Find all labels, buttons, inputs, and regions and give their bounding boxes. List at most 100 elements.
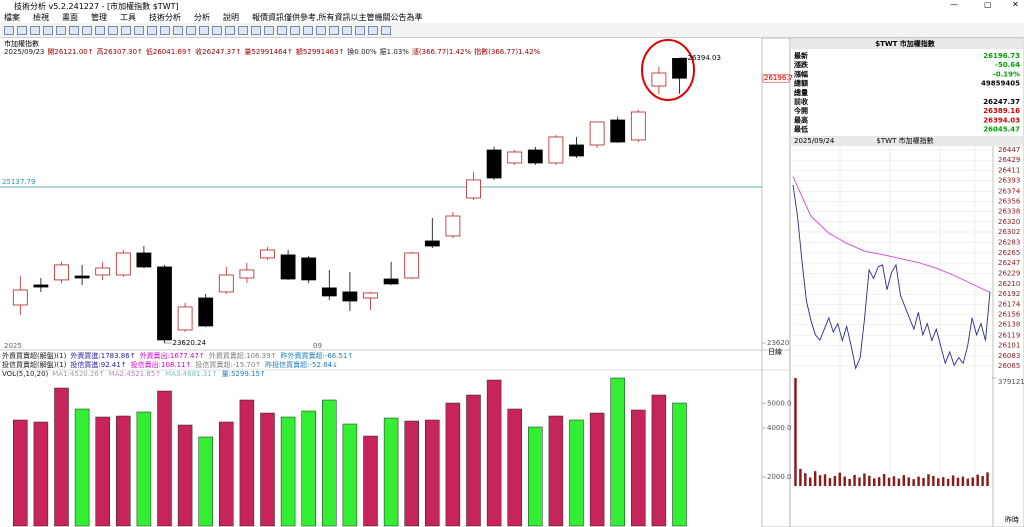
tool-button[interactable] — [160, 25, 170, 35]
volume-bar — [843, 476, 846, 486]
volume-bar — [794, 378, 797, 486]
menu-item[interactable]: 檔案 — [4, 13, 20, 22]
volume-bar — [569, 419, 584, 527]
indicator-line: VOL(5,10,20) MA1:4520.26↑ MA2:4521.85↑ MA3:… — [2, 370, 266, 378]
y-tick-label: 26174 — [998, 300, 1021, 308]
intraday-line — [792, 185, 991, 370]
quote-value: 26196.73 — [983, 52, 1020, 60]
y-tick-label: 26411 — [998, 166, 1020, 174]
volume-bar — [589, 412, 605, 527]
tool-button[interactable] — [43, 25, 53, 35]
tool-button[interactable] — [121, 25, 131, 35]
tool-button[interactable] — [264, 25, 274, 35]
volume-bar — [219, 421, 234, 527]
volume-bar — [425, 419, 440, 527]
volume-bar — [882, 474, 886, 486]
tool-button[interactable] — [342, 25, 352, 35]
tool-button[interactable] — [17, 25, 27, 35]
menu-item[interactable]: 技術分析 — [149, 13, 181, 22]
volume-bar — [260, 412, 275, 527]
candle-body — [445, 215, 461, 237]
candle-body — [404, 252, 420, 279]
menu-item[interactable]: 分析 — [194, 13, 210, 22]
tool-button[interactable] — [82, 25, 92, 35]
candle-body — [342, 291, 358, 302]
volume-bar — [342, 423, 358, 527]
chart-name: 市加權指數 — [4, 39, 39, 48]
quote-value: 26394.03 — [983, 116, 1020, 124]
tool-button[interactable] — [56, 25, 66, 35]
quote-value: 49859405 — [981, 80, 1020, 88]
volume-bar — [116, 415, 131, 527]
volume-bar — [95, 416, 110, 527]
y-tick-label: 26429 — [998, 156, 1020, 164]
candle-body — [610, 119, 626, 143]
tool-button[interactable] — [355, 25, 365, 35]
tool-button[interactable] — [329, 25, 339, 35]
candle-body — [527, 149, 543, 164]
tool-button[interactable] — [199, 25, 209, 35]
quote-value: 26389.16 — [983, 107, 1020, 115]
volume-bar — [13, 419, 28, 527]
volume-bar — [631, 409, 646, 527]
quote-label: 前收 — [794, 97, 809, 106]
info-item: 量52991464↑ — [244, 48, 293, 56]
tool-button[interactable] — [108, 25, 118, 35]
high-label: 26394.03 — [688, 54, 721, 62]
y-tick-label: 26447 — [998, 146, 1020, 154]
tool-button[interactable] — [251, 25, 261, 35]
tool-button[interactable] — [212, 25, 222, 35]
tool-button[interactable] — [277, 25, 287, 35]
tool-button[interactable] — [69, 25, 79, 35]
info-item: 高26307.30↑ — [97, 47, 143, 56]
candle-body — [136, 252, 152, 268]
menu-item[interactable]: 管理 — [91, 13, 107, 22]
menu-item[interactable]: 工具 — [120, 13, 136, 22]
low-label: 23620.24 — [173, 339, 207, 347]
volume-bar — [922, 478, 925, 486]
info-item: 指數(366.77)1.42% — [474, 47, 541, 56]
tool-button[interactable] — [381, 25, 391, 35]
maximize-button[interactable]: ▢ — [984, 0, 992, 9]
tool-button[interactable] — [186, 25, 196, 35]
volume-bar — [838, 472, 842, 486]
tool-button[interactable] — [134, 25, 144, 35]
tool-button[interactable] — [173, 25, 183, 35]
volume-bar — [177, 424, 193, 527]
volume-bar — [917, 476, 920, 486]
tool-button[interactable] — [225, 25, 235, 35]
quote-value: -0.19% — [993, 70, 1020, 78]
candle-body — [569, 144, 584, 157]
indicator-line: 投信買賣超(解盤)(1) 投信買進:92.41↑ 投信賣出:108.11↑ 投信買賣超… — [2, 360, 338, 369]
menu-item[interactable]: 說明 — [223, 13, 239, 22]
menu-item[interactable]: 畫面 — [62, 13, 78, 22]
candle-body — [486, 149, 502, 179]
tool-button[interactable] — [303, 25, 313, 35]
menu-item[interactable]: 檢視 — [33, 13, 49, 22]
reference-label: 25137.79 — [2, 178, 35, 186]
tool-button[interactable] — [368, 25, 378, 35]
y-tick-label: 26119 — [998, 331, 1020, 339]
candle-body — [321, 287, 337, 297]
candle-body — [630, 111, 646, 141]
tool-button[interactable] — [290, 25, 300, 35]
candle-body — [177, 306, 193, 331]
quote-label: 最新 — [794, 51, 808, 60]
tool-button[interactable] — [147, 25, 157, 35]
info-item: 收26247.37↑ — [195, 47, 241, 56]
candle-body — [115, 252, 131, 276]
tool-button[interactable] — [95, 25, 105, 35]
volume-bar — [136, 411, 152, 527]
tool-button[interactable] — [316, 25, 326, 35]
quote-value: 26247.37 — [983, 98, 1020, 106]
tool-button[interactable] — [4, 25, 14, 35]
volume-bar — [946, 478, 950, 486]
tool-button[interactable] — [30, 25, 40, 35]
close-button[interactable]: ✕ — [1012, 0, 1019, 9]
quote-value: 26045.47 — [983, 126, 1020, 134]
candle-body — [33, 284, 49, 288]
volume-bar — [157, 390, 172, 527]
minimize-button[interactable]: — — [950, 0, 958, 9]
volume-bar — [951, 475, 955, 486]
tool-button[interactable] — [238, 25, 248, 35]
